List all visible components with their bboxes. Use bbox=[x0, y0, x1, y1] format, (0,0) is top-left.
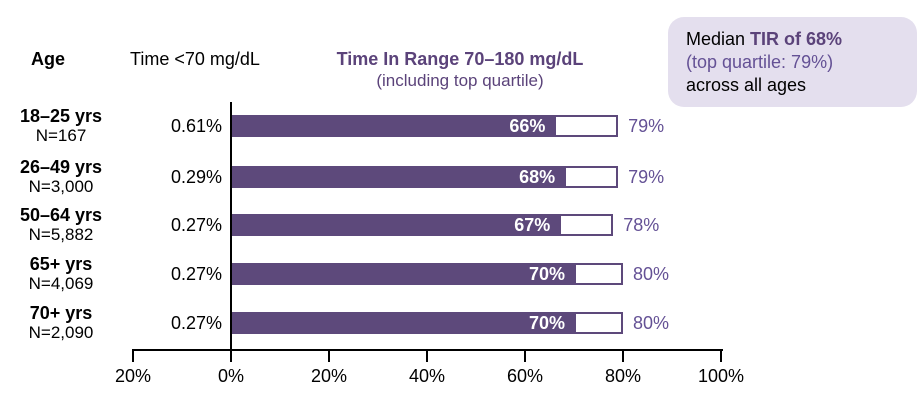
tir-bar: 70% bbox=[231, 263, 574, 285]
hypo-value-label: 0.27% bbox=[170, 215, 222, 235]
x-axis-tick-label: 0% bbox=[217, 366, 244, 386]
median-tir-callout: Median TIR of 68% (top quartile: 79%) ac… bbox=[668, 17, 917, 107]
chart-subtitle: (including top quartile) bbox=[376, 71, 544, 90]
x-axis-tick-label: 60% bbox=[506, 366, 544, 386]
top-quartile-bar bbox=[554, 115, 619, 137]
age-range-label: 18–25 yrs bbox=[19, 106, 103, 126]
chart-title: Time In Range 70–180 mg/dL bbox=[336, 49, 584, 69]
n-count-label: N=5,882 bbox=[28, 225, 94, 244]
hypo-value-label: 0.27% bbox=[170, 264, 222, 284]
x-axis-tick-label: 100% bbox=[697, 366, 745, 386]
hypo-value-label: 0.27% bbox=[170, 313, 222, 333]
n-count-label: N=3,000 bbox=[28, 177, 94, 196]
x-axis-tick bbox=[132, 349, 134, 362]
age-range-label: 26–49 yrs bbox=[19, 157, 103, 177]
tir-bar-value-label: 66% bbox=[509, 115, 546, 136]
x-axis-tick-label: 80% bbox=[604, 366, 642, 386]
x-axis-tick bbox=[524, 349, 526, 362]
n-count-label: N=167 bbox=[35, 126, 87, 145]
top-quartile-bar bbox=[559, 214, 614, 236]
x-axis-line bbox=[133, 349, 723, 351]
top-quartile-bar bbox=[564, 166, 619, 188]
top-quartile-bar bbox=[574, 312, 623, 334]
x-axis-tick-label: 20% bbox=[310, 366, 348, 386]
top-quartile-value-label: 79% bbox=[628, 167, 665, 187]
age-row-label: 70+ yrs N=2,090 bbox=[0, 303, 122, 343]
top-quartile-value-label: 80% bbox=[633, 313, 670, 333]
callout-tir-highlight: TIR of 68% bbox=[750, 29, 843, 49]
callout-line-2: (top quartile: 79%) bbox=[686, 52, 834, 72]
tir-bar: 68% bbox=[231, 166, 565, 188]
tir-bar: 67% bbox=[231, 214, 560, 236]
x-axis-tick bbox=[720, 349, 722, 362]
x-axis-tick bbox=[426, 349, 428, 362]
hypo-value-label: 0.61% bbox=[170, 116, 222, 136]
top-quartile-value-label: 79% bbox=[628, 116, 665, 136]
age-column-header: Age bbox=[30, 49, 65, 69]
x-axis-tick bbox=[328, 349, 330, 362]
tir-bar: 66% bbox=[231, 115, 555, 137]
callout-line-3: across all ages bbox=[686, 75, 807, 95]
x-axis-tick bbox=[230, 349, 232, 362]
x-axis-tick-label: 20% bbox=[114, 366, 152, 386]
n-count-label: N=2,090 bbox=[28, 323, 94, 342]
x-axis-tick-label: 40% bbox=[408, 366, 446, 386]
hypo-value-label: 0.29% bbox=[170, 167, 222, 187]
y-axis-zero-line bbox=[230, 102, 232, 351]
top-quartile-value-label: 78% bbox=[623, 215, 660, 235]
n-count-label: N=4,069 bbox=[28, 274, 94, 293]
tir-bar-value-label: 68% bbox=[519, 166, 556, 187]
age-range-label: 65+ yrs bbox=[29, 254, 93, 274]
tir-bar-value-label: 67% bbox=[514, 214, 551, 235]
tir-bar-value-label: 70% bbox=[528, 312, 565, 333]
age-row-label: 26–49 yrs N=3,000 bbox=[0, 157, 122, 197]
callout-line-1: Median TIR of 68% bbox=[686, 28, 907, 51]
age-range-label: 70+ yrs bbox=[29, 303, 93, 323]
tir-bar: 70% bbox=[231, 312, 574, 334]
callout-median-prefix: Median bbox=[686, 29, 751, 49]
age-row-label: 18–25 yrs N=167 bbox=[0, 106, 122, 146]
hypo-column-header: Time <70 mg/dL bbox=[130, 49, 260, 69]
chart-title-block: Time In Range 70–180 mg/dL (including to… bbox=[290, 48, 630, 91]
tir-bar-value-label: 70% bbox=[528, 263, 565, 284]
age-row-label: 50–64 yrs N=5,882 bbox=[0, 205, 122, 245]
age-row-label: 65+ yrs N=4,069 bbox=[0, 254, 122, 294]
top-quartile-value-label: 80% bbox=[633, 264, 670, 284]
x-axis-tick bbox=[622, 349, 624, 362]
age-range-label: 50–64 yrs bbox=[19, 205, 103, 225]
top-quartile-bar bbox=[574, 263, 623, 285]
